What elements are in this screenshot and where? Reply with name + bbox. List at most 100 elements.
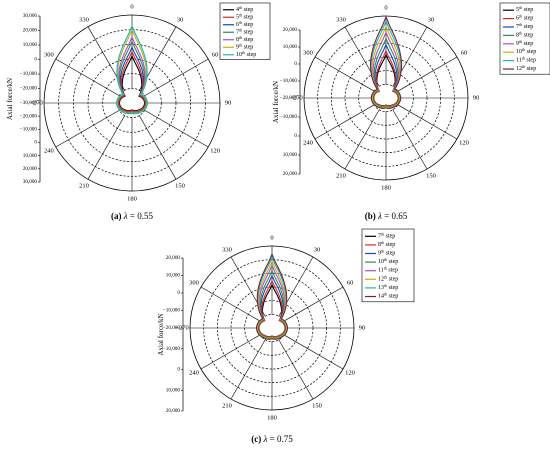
series-line-8 bbox=[256, 252, 288, 340]
legend-entry: 6th step bbox=[516, 14, 533, 22]
legend-entry: 12th step bbox=[516, 64, 536, 72]
angle-label: 300 bbox=[189, 279, 199, 286]
series-line-2 bbox=[258, 279, 286, 338]
radial-tick-label: 0 bbox=[177, 290, 180, 296]
polar-spoke bbox=[344, 109, 380, 170]
angle-label: 300 bbox=[303, 49, 313, 56]
angle-label: 120 bbox=[345, 369, 355, 376]
radial-tick-label: 20,000 bbox=[283, 171, 298, 177]
axis-title: Axial force/kN bbox=[157, 313, 165, 355]
radial-tick-label: 10,000 bbox=[23, 42, 38, 48]
radial-tick-label: 0 bbox=[34, 57, 37, 63]
polar-spoke bbox=[314, 56, 375, 92]
radial-tick-label: 20,000 bbox=[166, 255, 181, 261]
angle-label: 330 bbox=[336, 17, 346, 24]
radial-tick-label: 0 bbox=[34, 140, 37, 146]
polar-spoke bbox=[397, 56, 458, 92]
angle-label: 150 bbox=[426, 172, 436, 179]
angle-label: 0 bbox=[270, 234, 273, 241]
radial-tick-label: 10,000 bbox=[166, 387, 181, 393]
angle-label: 30 bbox=[314, 247, 321, 254]
panel-caption: (b) λ = 0.65 bbox=[365, 211, 408, 221]
angle-label: 180 bbox=[127, 195, 137, 202]
radial-tick-label: 20,000 bbox=[166, 408, 181, 414]
angle-label: 90 bbox=[473, 94, 480, 101]
legend-box bbox=[361, 228, 415, 303]
polar-panel-a: 0 30 60 90 120 150 180 210 240 −270 300 330 30,000 20… bbox=[6, 2, 271, 221]
legend-box bbox=[219, 2, 271, 60]
polar-spoke bbox=[55, 58, 120, 97]
axis-title: Axial force/kN bbox=[272, 81, 280, 123]
radial-tick-label: −10,000 bbox=[163, 308, 181, 314]
legend-entry: 12th step bbox=[378, 274, 398, 282]
series-line-8 bbox=[369, 15, 403, 109]
legend-entry: 11th step bbox=[378, 266, 398, 274]
radial-tick-label: −10,000 bbox=[280, 114, 298, 120]
radial-tick-label: 10,000 bbox=[283, 152, 298, 158]
angle-label: 180 bbox=[381, 184, 391, 191]
panel-caption: (c) λ = 0.75 bbox=[251, 434, 293, 444]
panel-caption: (a) λ = 0.55 bbox=[111, 211, 153, 221]
polar-spoke bbox=[144, 58, 209, 97]
legend-entry: 5th step bbox=[516, 5, 533, 13]
angle-label: 30 bbox=[177, 16, 184, 23]
legend-entry: 7th step bbox=[516, 22, 533, 30]
radial-tick-label: 0 bbox=[294, 133, 297, 139]
angle-label: 0 bbox=[130, 3, 133, 10]
radial-tick-label: −10,000 bbox=[280, 78, 298, 84]
angle-label: 330 bbox=[222, 247, 232, 254]
radial-tick-label: 20,000 bbox=[23, 28, 38, 34]
radial-tick-label: 10,000 bbox=[283, 44, 298, 50]
angle-label: 60 bbox=[212, 51, 219, 58]
legend-entry: 9th step bbox=[516, 39, 533, 47]
polar-spoke bbox=[397, 104, 458, 140]
radial-tick-label: −10,000 bbox=[163, 346, 181, 352]
series-line-2 bbox=[118, 50, 146, 112]
polar-spoke bbox=[230, 339, 266, 400]
polar-spoke bbox=[283, 334, 344, 370]
angle-label: 210 bbox=[336, 172, 346, 179]
angle-label: 180 bbox=[267, 414, 277, 421]
axis-title: Axial force/kN bbox=[6, 78, 14, 120]
angle-label: 240 bbox=[44, 147, 54, 154]
angle-label: 90 bbox=[225, 99, 232, 106]
angle-label: 330 bbox=[79, 16, 89, 23]
radial-tick-label: 0 bbox=[294, 61, 297, 67]
radial-tick-label: 0 bbox=[177, 367, 180, 373]
legend-entry: 10th step bbox=[378, 257, 398, 265]
radial-tick-label: 30,000 bbox=[23, 179, 38, 185]
radial-tick-label: −30,000 bbox=[20, 100, 38, 106]
polar-spoke bbox=[314, 104, 375, 140]
angle-label: 300 bbox=[44, 51, 54, 58]
radial-tick-label: 20,000 bbox=[283, 27, 298, 33]
legend-entry: 14th step bbox=[378, 291, 398, 299]
legend-entry: 7th step bbox=[378, 231, 395, 239]
angle-label: 0 bbox=[384, 4, 387, 11]
angle-label: 30 bbox=[428, 17, 435, 24]
radial-tick-label: −20,000 bbox=[20, 113, 38, 119]
legend-entry: 10th step bbox=[236, 50, 256, 58]
legend-box bbox=[499, 2, 550, 75]
angle-label: 240 bbox=[303, 139, 313, 146]
polar-spoke bbox=[200, 286, 261, 322]
legend-entry: 6th step bbox=[236, 20, 253, 28]
radial-tick-label: 10,000 bbox=[166, 273, 181, 279]
angle-label: 60 bbox=[461, 49, 468, 56]
polar-spoke bbox=[87, 115, 126, 180]
polar-panel-c: 0306090120150180210240−27030033020,00010… bbox=[157, 228, 415, 444]
legend-entry: 9th step bbox=[236, 42, 253, 50]
radial-tick-label: −10,000 bbox=[20, 127, 38, 133]
legend-entry: 5th step bbox=[236, 12, 253, 20]
angle-label: 210 bbox=[222, 402, 232, 409]
legend-entry: 7th step bbox=[236, 27, 253, 35]
angle-label: 120 bbox=[210, 147, 220, 154]
angle-label: 60 bbox=[347, 279, 354, 286]
angle-label: −270 bbox=[29, 99, 42, 106]
series-line-6 bbox=[371, 24, 401, 108]
radial-tick-label: −10,000 bbox=[20, 71, 38, 77]
polar-spoke bbox=[392, 109, 428, 170]
series-line-6 bbox=[116, 28, 148, 114]
legend-entry: 4th step bbox=[236, 5, 253, 13]
legend-entry: 8th step bbox=[236, 35, 253, 43]
legend-entry: 10th step bbox=[516, 47, 536, 55]
